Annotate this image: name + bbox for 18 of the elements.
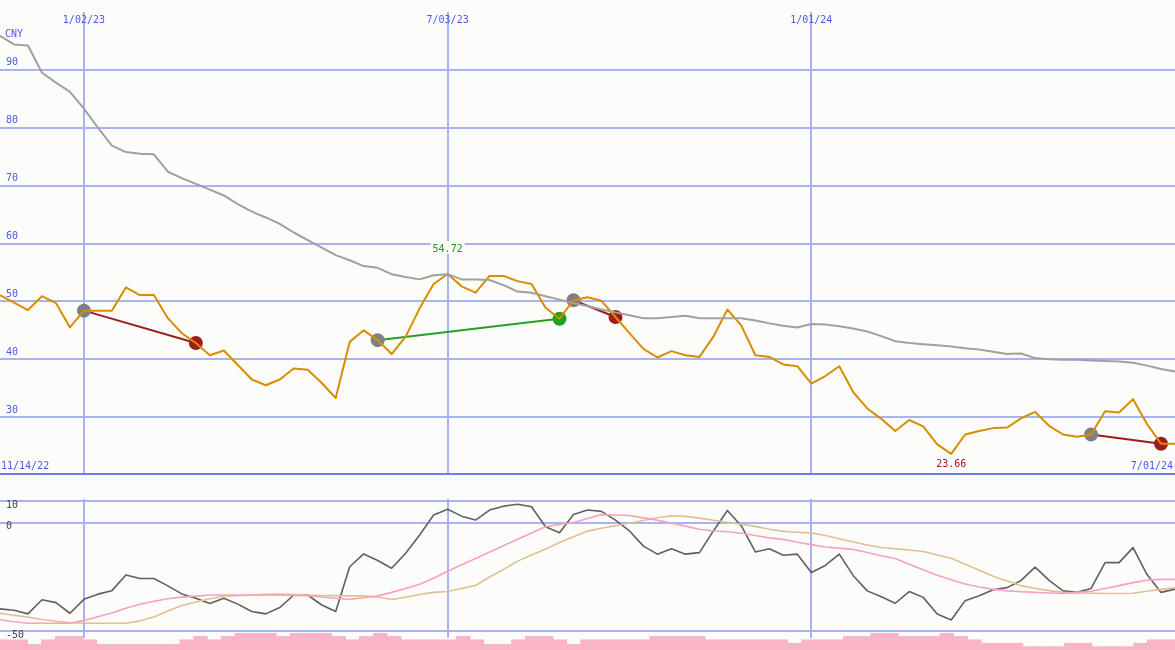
y-tick-label: 90 bbox=[6, 56, 19, 68]
y-tick-label: 40 bbox=[6, 345, 19, 357]
x-tick-label: 1/02/23 bbox=[62, 13, 106, 25]
x-tick-label: 1/01/24 bbox=[790, 13, 833, 25]
y-tick-label: 70 bbox=[6, 172, 19, 184]
y-tick-label: 60 bbox=[6, 230, 19, 242]
y-tick-label: 50 bbox=[6, 287, 19, 299]
y-tick-label: 30 bbox=[6, 403, 19, 415]
annotation: 54.72 bbox=[432, 242, 463, 254]
x-tick-label: 7/03/23 bbox=[426, 13, 469, 25]
annotation: 23.66 bbox=[936, 458, 967, 470]
y-tick-label: -50 bbox=[6, 629, 25, 641]
annotation: 7/01/24 bbox=[1130, 459, 1173, 471]
y-axis-title: CNY bbox=[5, 27, 24, 39]
y-tick-label: 10 bbox=[6, 498, 19, 510]
y-tick-label: 0 bbox=[6, 520, 13, 532]
annotation: 11/14/22 bbox=[1, 459, 50, 471]
y-tick-label: 80 bbox=[6, 114, 19, 126]
